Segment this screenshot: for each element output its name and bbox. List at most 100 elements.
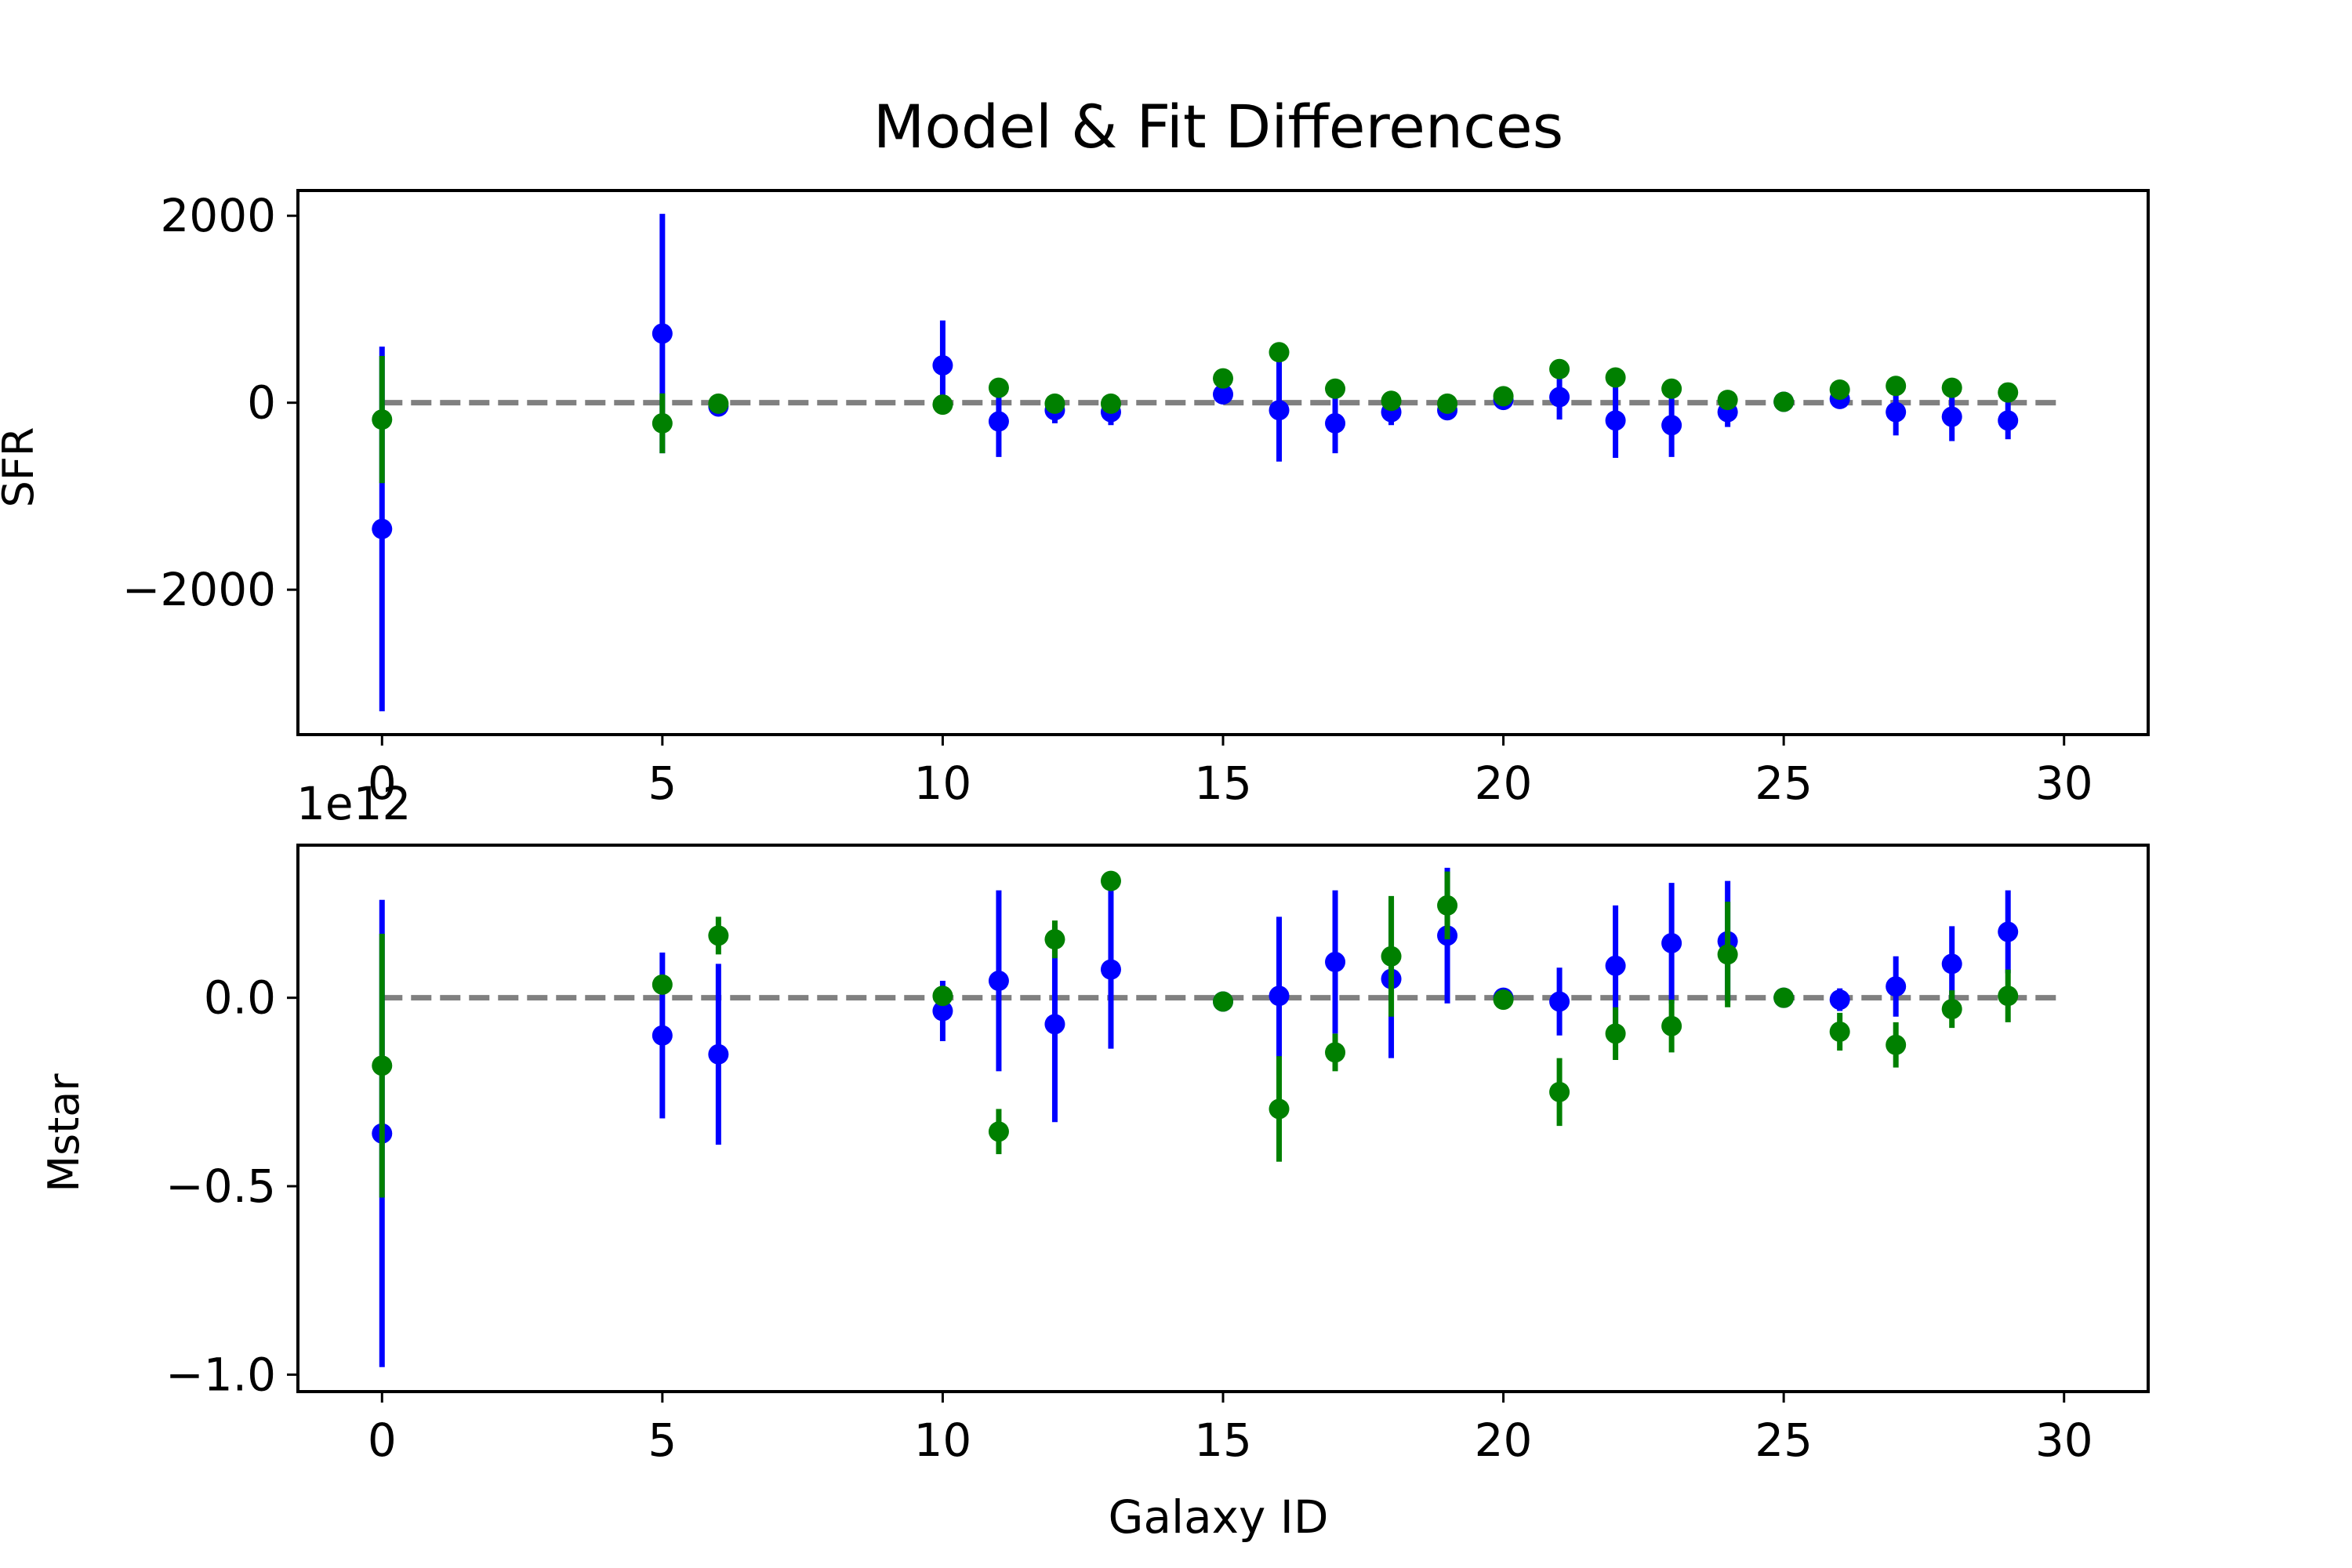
- y-tick-label: 0: [247, 376, 276, 430]
- y-tick-label: −0.5: [165, 1160, 276, 1213]
- data-point: [1437, 393, 1458, 414]
- x-tick-label: 30: [2035, 757, 2093, 810]
- data-point: [1886, 976, 1907, 997]
- data-point: [1213, 991, 1233, 1012]
- data-point: [988, 1121, 1009, 1142]
- data-point: [1269, 342, 1290, 363]
- data-point: [1717, 390, 1738, 411]
- data-point: [1886, 1034, 1907, 1055]
- x-tick-label: 5: [648, 757, 677, 810]
- data-point: [708, 1044, 729, 1065]
- mstar-offset-label: 1e12: [296, 777, 411, 830]
- data-point: [1381, 946, 1402, 967]
- sfr-panel: SFR 0 5 10 15 20 25 30 −2000 0 2000: [0, 189, 2150, 810]
- data-point: [1998, 382, 2019, 403]
- data-point: [652, 323, 673, 344]
- data-point: [1886, 376, 1907, 397]
- data-point: [708, 393, 729, 414]
- data-point: [372, 1055, 393, 1076]
- data-point: [1493, 386, 1514, 407]
- data-point: [1998, 410, 2019, 431]
- data-point: [372, 409, 393, 430]
- data-point: [1661, 378, 1682, 399]
- data-point: [652, 412, 673, 434]
- data-point: [1100, 393, 1121, 414]
- data-point: [1661, 1015, 1682, 1036]
- data-point: [1213, 368, 1233, 389]
- data-point: [1269, 1098, 1290, 1120]
- data-point: [1773, 391, 1795, 412]
- data-point: [932, 1000, 953, 1022]
- chart-title: Model & Fit Differences: [873, 92, 1563, 162]
- data-point: [708, 925, 729, 946]
- data-point: [652, 1025, 673, 1046]
- data-point: [1941, 406, 1962, 427]
- data-point: [988, 411, 1009, 432]
- data-point: [1325, 1042, 1346, 1063]
- data-point: [1044, 393, 1065, 414]
- y-tick-label: 2000: [160, 189, 276, 242]
- x-tick-label: 25: [1755, 1414, 1813, 1467]
- data-point: [1325, 952, 1346, 973]
- data-point: [1773, 987, 1795, 1008]
- data-point: [1100, 870, 1121, 891]
- data-point: [1829, 989, 1850, 1011]
- data-point: [1605, 955, 1626, 976]
- data-point: [1325, 378, 1346, 399]
- data-point: [1325, 412, 1346, 434]
- data-point: [1605, 1023, 1626, 1044]
- data-point: [1381, 390, 1402, 412]
- data-point: [1661, 932, 1682, 953]
- data-point: [932, 985, 953, 1007]
- x-tick-label: 30: [2035, 1414, 2093, 1467]
- data-point: [1493, 989, 1514, 1011]
- data-point: [932, 354, 953, 376]
- data-point: [1437, 895, 1458, 916]
- mstar-ylabel: Mstar: [39, 1073, 89, 1192]
- x-axis-label: Galaxy ID: [1109, 1490, 1329, 1544]
- data-point: [1717, 944, 1738, 965]
- data-point: [652, 974, 673, 995]
- data-point: [1044, 1014, 1065, 1035]
- x-tick-label: 25: [1755, 757, 1813, 810]
- x-tick-label: 0: [368, 757, 397, 810]
- x-tick-label: 20: [1475, 757, 1533, 810]
- data-point: [1549, 1081, 1570, 1102]
- data-point: [988, 971, 1009, 992]
- data-point: [1605, 410, 1626, 431]
- y-tick-label: −2000: [122, 563, 276, 616]
- mstar-series-2: [372, 870, 2019, 1198]
- data-point: [1549, 387, 1570, 408]
- x-tick-label: 10: [914, 1414, 972, 1467]
- x-tick-label: 5: [648, 1414, 677, 1467]
- x-tick-label: 15: [1194, 1414, 1252, 1467]
- data-point: [1998, 921, 2019, 942]
- data-point: [1998, 985, 2019, 1007]
- x-tick-label: 15: [1194, 757, 1252, 810]
- sfr-series-2: [372, 342, 2019, 484]
- sfr-ylabel: SFR: [0, 427, 43, 508]
- data-point: [1269, 985, 1290, 1007]
- data-point: [1886, 401, 1907, 423]
- data-point: [1549, 991, 1570, 1012]
- x-tick-label: 0: [368, 1414, 397, 1467]
- data-point: [1941, 377, 1962, 398]
- data-point: [1269, 400, 1290, 421]
- x-tick-label: 10: [914, 757, 972, 810]
- data-point: [1941, 999, 1962, 1020]
- data-point: [1213, 383, 1233, 405]
- data-point: [372, 518, 393, 539]
- y-tick-label: 0.0: [204, 971, 276, 1025]
- data-point: [932, 394, 953, 416]
- y-tick-label: −1.0: [165, 1348, 276, 1401]
- data-point: [1100, 959, 1121, 980]
- data-point: [1829, 379, 1850, 400]
- data-point: [1661, 415, 1682, 436]
- data-point: [1605, 367, 1626, 388]
- data-point: [1829, 1021, 1850, 1042]
- data-point: [1549, 358, 1570, 379]
- data-point: [1941, 953, 1962, 975]
- mstar-panel: Mstar 1e12 0 5 10 15 20 25 30 −1.0 −0.5 0.0: [39, 777, 2150, 1467]
